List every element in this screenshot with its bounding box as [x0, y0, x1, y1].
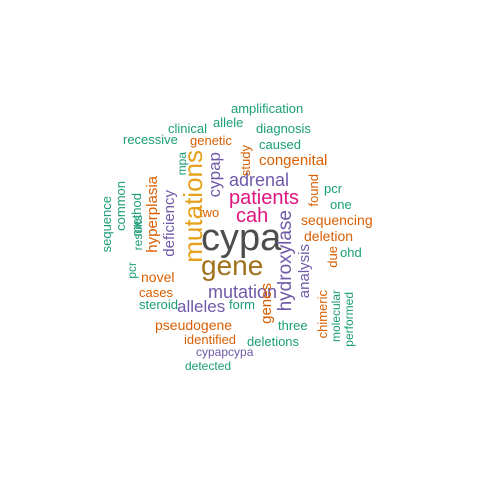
- word-hyperplasia: hyperplasia: [144, 176, 161, 253]
- word-molecular: molecular: [329, 290, 343, 343]
- word-patients: patients: [229, 187, 300, 209]
- word-identified: identified: [184, 332, 237, 347]
- word-cah: cah: [236, 205, 269, 227]
- word-mpa: mpa: [175, 152, 189, 176]
- word-cases: cases: [139, 285, 173, 300]
- word-three: form: [229, 297, 255, 312]
- word-deletions: deletions: [247, 334, 300, 349]
- word-chimeric: chimeric: [315, 290, 330, 339]
- word-steroid: ohd: [340, 245, 362, 260]
- word-amplification: amplification: [231, 101, 304, 116]
- word-analysis: analysis: [296, 244, 313, 299]
- word-common: common: [113, 181, 128, 231]
- word-diagnosis: diagnosis: [256, 121, 311, 136]
- word-form: steroid: [139, 297, 179, 312]
- word-mutation: mutation: [208, 282, 278, 302]
- word-performed: performed: [342, 292, 356, 347]
- word-clinical: clinical: [168, 121, 208, 136]
- word-recessive: recessive: [123, 132, 178, 147]
- word-genes: genes: [258, 283, 275, 324]
- word-ohd: one: [330, 197, 352, 212]
- word-allele: allele: [213, 115, 244, 130]
- word-deficiency: deficiency: [161, 190, 178, 257]
- word-gene: gene: [201, 250, 264, 281]
- word-cypapcypa: cypapcypa: [196, 345, 254, 359]
- word-one: pcr: [324, 181, 343, 196]
- word-congenital: congenital: [259, 152, 328, 169]
- word-due: due: [325, 246, 340, 268]
- word-sequencing: sequencing: [301, 212, 373, 228]
- word-results: results: [131, 215, 145, 251]
- word-adrenal: adrenal: [229, 170, 290, 190]
- word-large: three: [278, 318, 308, 333]
- word-found: found: [306, 174, 321, 207]
- word-novel: novel: [141, 269, 175, 285]
- word-sequence: sequence: [99, 196, 114, 253]
- word-pcr: pcr: [125, 262, 139, 279]
- word-two: two: [199, 205, 220, 220]
- word-cypa: cypa: [201, 217, 282, 259]
- word-deletion: deletion: [304, 228, 354, 244]
- word-cypap: cypap: [205, 152, 224, 198]
- word-caused: caused: [259, 137, 301, 152]
- word-hydroxylase: hydroxylase: [275, 210, 296, 312]
- word-pseudogene: pseudogene: [155, 317, 233, 333]
- word-study: study: [238, 145, 253, 177]
- word-genetic: genetic: [190, 133, 232, 148]
- word-alleles: alleles: [177, 297, 226, 316]
- word-detected: detected: [185, 359, 232, 373]
